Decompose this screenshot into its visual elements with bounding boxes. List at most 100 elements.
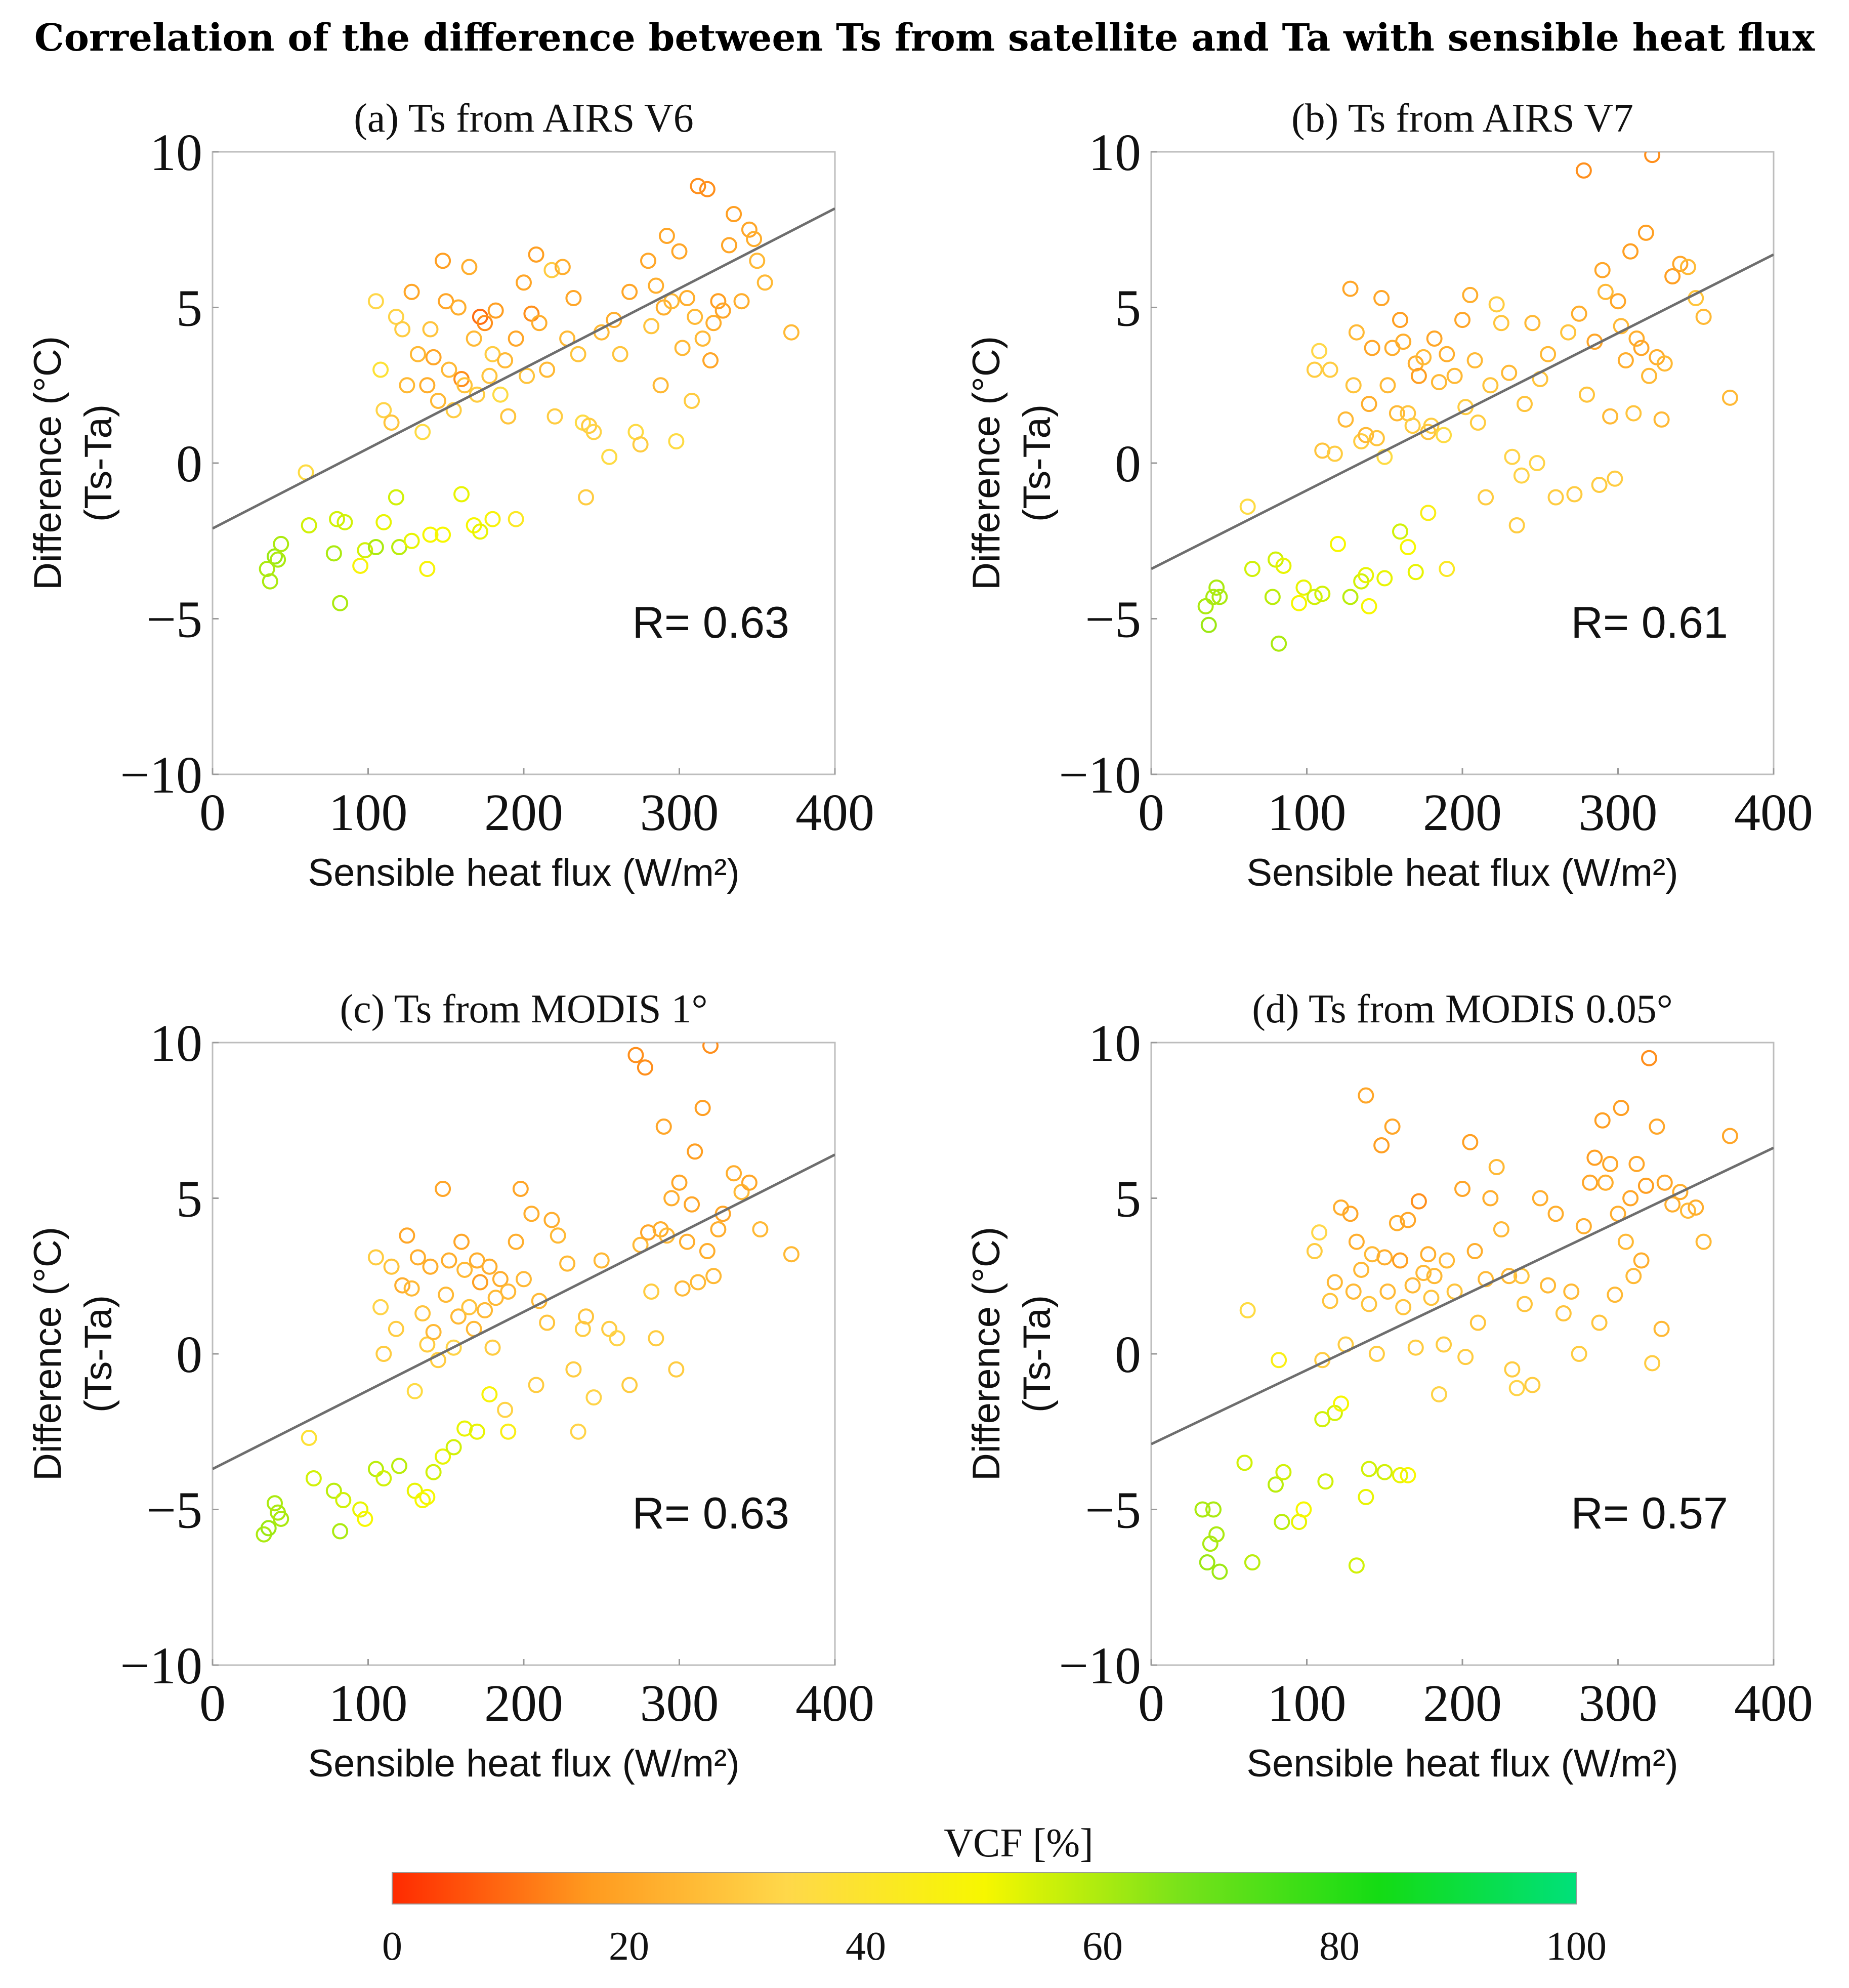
x-tick-label: 200 xyxy=(1423,783,1502,842)
data-point xyxy=(466,330,482,347)
data-point xyxy=(403,283,420,300)
data-point xyxy=(1364,340,1380,356)
data-point xyxy=(1517,396,1533,412)
data-point xyxy=(391,539,407,556)
data-point xyxy=(1504,1361,1521,1378)
data-point xyxy=(674,340,691,356)
data-point xyxy=(1641,1050,1657,1066)
data-point xyxy=(1436,427,1452,443)
panel-title: (a) Ts from AIRS V6 xyxy=(354,96,693,141)
data-point xyxy=(1524,315,1541,332)
regression-line xyxy=(213,207,835,530)
data-point xyxy=(329,511,345,527)
x-tick-label: 400 xyxy=(1734,1674,1813,1732)
data-point xyxy=(472,1274,488,1291)
data-point xyxy=(301,1430,317,1446)
data-point xyxy=(687,308,703,325)
data-point xyxy=(1407,564,1424,581)
data-point xyxy=(508,1233,524,1250)
data-point xyxy=(705,315,722,332)
data-point xyxy=(1566,486,1583,503)
axes-frame xyxy=(1150,151,1775,775)
y-tick-label: 5 xyxy=(176,1170,202,1228)
data-point xyxy=(1211,589,1228,605)
data-point xyxy=(425,1323,442,1340)
y-tick-label: 0 xyxy=(1115,1326,1141,1384)
x-tick-label: 300 xyxy=(1579,783,1658,842)
data-point xyxy=(1610,293,1626,310)
data-point xyxy=(1392,312,1408,328)
data-point xyxy=(484,346,501,362)
data-point xyxy=(1330,535,1346,552)
data-point xyxy=(383,415,400,431)
data-point xyxy=(1244,561,1260,577)
data-point xyxy=(1547,1206,1564,1222)
data-point xyxy=(438,293,454,310)
data-point xyxy=(1395,1299,1412,1315)
data-point xyxy=(1314,1411,1331,1428)
data-point xyxy=(1439,1252,1455,1269)
data-point xyxy=(601,1320,618,1337)
data-point xyxy=(1275,557,1292,574)
data-point xyxy=(487,1290,504,1306)
data-point xyxy=(1271,635,1287,652)
colorbar-tick-label: 80 xyxy=(1319,1924,1360,1969)
data-point xyxy=(543,1212,560,1228)
panel-a: (a) Ts from AIRS V6 0 100 200 300 400 −10 −5 0 5 1… xyxy=(26,96,874,894)
x-axis-label: Sensible heat flux (W/m²) xyxy=(1246,851,1678,894)
x-tick-label: 0 xyxy=(199,1674,226,1732)
data-point xyxy=(570,346,586,362)
data-point xyxy=(357,542,373,559)
data-point xyxy=(609,1330,625,1347)
x-axis-label: Sensible heat flux (W/m²) xyxy=(308,1742,739,1785)
data-point xyxy=(539,361,556,378)
data-point xyxy=(1373,1137,1390,1153)
data-point xyxy=(1641,367,1657,384)
data-point xyxy=(1644,1355,1661,1372)
data-point xyxy=(406,1482,423,1499)
y-axis-label-sub: (Ts-Ta) xyxy=(1016,1295,1059,1413)
data-point xyxy=(547,408,563,425)
data-point xyxy=(1454,1181,1470,1197)
data-point xyxy=(684,393,700,409)
x-tick-label: 0 xyxy=(1138,1674,1164,1732)
data-point xyxy=(430,1352,446,1369)
data-point xyxy=(1311,343,1328,359)
data-point xyxy=(453,1233,470,1250)
y-axis-label: Difference (°C) xyxy=(26,336,69,590)
data-point xyxy=(1482,1190,1499,1207)
data-point xyxy=(497,1401,514,1418)
y-tick-label: −10 xyxy=(1059,1637,1141,1695)
data-point xyxy=(305,1470,322,1486)
x-tick-label: 100 xyxy=(1268,1674,1347,1732)
data-point xyxy=(663,293,680,310)
data-point xyxy=(752,1221,769,1237)
axes-frame xyxy=(212,151,836,775)
data-point xyxy=(528,1377,544,1393)
data-point xyxy=(388,1320,404,1337)
data-point xyxy=(1376,1249,1393,1266)
y-tick-label: −10 xyxy=(120,1637,202,1695)
data-point xyxy=(1373,290,1390,307)
data-point xyxy=(1613,318,1629,335)
data-point xyxy=(746,231,763,247)
y-tick-label: 0 xyxy=(176,435,202,493)
data-point xyxy=(1582,1174,1599,1191)
data-point xyxy=(492,1271,509,1288)
data-point xyxy=(585,424,602,440)
y-axis-label-sub: (Ts-Ta) xyxy=(77,1295,120,1413)
data-point xyxy=(1295,1501,1312,1518)
data-point xyxy=(1532,1190,1548,1207)
data-point xyxy=(726,206,742,222)
data-point xyxy=(559,1255,576,1272)
colorbar-gradient xyxy=(392,1872,1577,1904)
data-point xyxy=(593,1252,610,1269)
data-point xyxy=(721,237,737,254)
data-point xyxy=(715,302,731,319)
data-point xyxy=(1493,315,1509,332)
data-point xyxy=(733,293,750,310)
data-point xyxy=(273,535,289,552)
data-point xyxy=(1513,467,1530,484)
regression-line xyxy=(1151,1146,1774,1445)
data-point xyxy=(260,1520,277,1537)
